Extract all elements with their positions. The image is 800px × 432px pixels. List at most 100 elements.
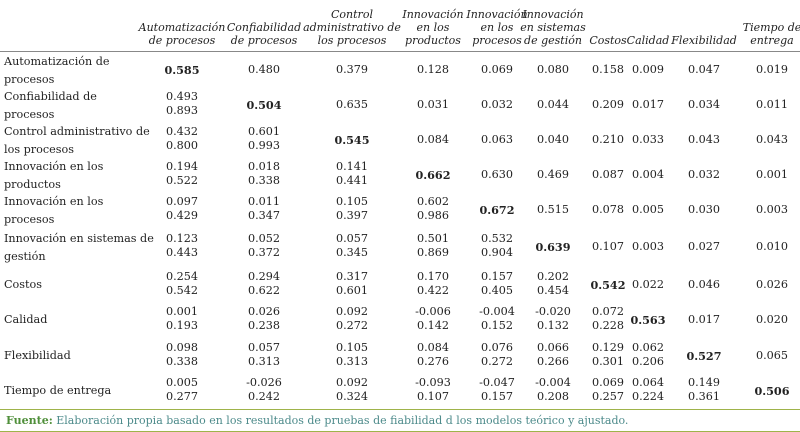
table-cell-value: 0.001: [755, 168, 789, 181]
table-cell-value-lower: 0.904: [480, 246, 514, 259]
table-cell-value-lower: 0.443: [165, 246, 199, 259]
table-cell-value: 0.044: [536, 98, 570, 111]
table-cell-value-lower: 0.429: [165, 209, 199, 222]
table-cell-value-lower: 0.800: [165, 139, 199, 152]
table-cell-value-lower: 0.986: [416, 209, 450, 222]
table-cell-value: 0.004: [631, 168, 665, 181]
table-cell-value: 0.080: [536, 63, 570, 76]
table-cell-value: 0.469: [536, 168, 570, 181]
row-label: Confiabilidad de procesos: [4, 90, 97, 121]
table-cell-value-lower: 0.347: [247, 209, 281, 222]
table-cell-value: 0.033: [631, 133, 665, 146]
table-cell-value: 0.128: [416, 63, 450, 76]
table-cell-value: 0.087: [591, 168, 625, 181]
column-header: Flexibilidad: [671, 34, 737, 47]
table-cell-value: 0.294: [247, 270, 281, 283]
table-cell-value: 0.020: [755, 313, 789, 326]
table-cell-value: 0.480: [247, 63, 281, 76]
table-cell-value-lower: 0.152: [480, 319, 514, 332]
table-cell-value-lower: 0.993: [247, 139, 281, 152]
table-cell-value: 0.069: [480, 63, 514, 76]
table-cell-value: 0.630: [480, 168, 514, 181]
source-label: Fuente:: [6, 414, 53, 427]
table-cell-value: 0.047: [687, 63, 721, 76]
table-cell-value: 0.043: [687, 133, 721, 146]
table-cell-value: 0.046: [687, 278, 721, 291]
table-cell-value: 0.506: [754, 384, 790, 398]
table-cell-value: 0.010: [755, 240, 789, 253]
table-cell-value-lower: 0.422: [416, 284, 450, 297]
column-header: Control administrativo de los procesos: [303, 8, 401, 47]
table-cell-value: 0.515: [536, 203, 570, 216]
table-cell-value-lower: 0.132: [536, 319, 570, 332]
table-cell-value-lower: 0.454: [536, 284, 570, 297]
row-label: Innovación en los procesos: [4, 195, 104, 226]
table-cell-value-lower: 0.142: [416, 319, 450, 332]
table-cell-value: 0.092: [335, 376, 369, 389]
column-header: Innovación en sistemas de gestión: [520, 8, 586, 47]
table-cell-value: 0.018: [247, 160, 281, 173]
table-cell-value: 0.194: [165, 160, 199, 173]
table-cell-value: -0.047: [479, 376, 515, 389]
table-cell-value: -0.006: [415, 305, 451, 318]
table-cell-value-lower: 0.206: [631, 355, 665, 368]
table-cell-value: 0.493: [165, 90, 199, 103]
table-cell-value: -0.026: [246, 376, 282, 389]
table-cell-value: 0.141: [335, 160, 369, 173]
table-cell-value-lower: 0.301: [591, 355, 625, 368]
table-cell-value: 0.017: [631, 98, 665, 111]
table-cell-value: -0.093: [415, 376, 451, 389]
fiabilidad-table: Automatización de procesos Confiabilidad …: [0, 8, 800, 403]
table-cell-value: 0.026: [247, 305, 281, 318]
table-cell-value: 0.662: [415, 168, 451, 182]
table-cell-value: 0.003: [755, 203, 789, 216]
table-cell-value-lower: 0.238: [247, 319, 281, 332]
table-cell-value: 0.602: [416, 195, 450, 208]
table-cell-value-lower: 0.272: [335, 319, 369, 332]
table-cell-value: 0.011: [755, 98, 789, 111]
table-cell-value: 0.635: [335, 98, 369, 111]
table-cell-value-lower: 0.622: [247, 284, 281, 297]
table-cell-value: 0.084: [416, 341, 450, 354]
table-cell-value: 0.043: [755, 133, 789, 146]
table-cell-value: -0.004: [479, 305, 515, 318]
row-label: Automatización de procesos: [4, 55, 110, 86]
table-cell-value-lower: 0.372: [247, 246, 281, 259]
table-cell-value: 0.032: [687, 168, 721, 181]
table-cell-value: 0.672: [479, 203, 515, 217]
table-cell-value-lower: 0.157: [480, 390, 514, 403]
column-header: Automatización de procesos: [138, 21, 226, 47]
table-cell-value: 0.202: [536, 270, 570, 283]
table-cell-value: 0.432: [165, 125, 199, 138]
column-header: Innovación en los productos: [402, 8, 464, 47]
table-cell-value: 0.078: [591, 203, 625, 216]
row-label: Costos: [4, 278, 43, 291]
row-label: Innovación en sistemas de gestión: [4, 232, 154, 263]
table-cell-value-lower: 0.601: [335, 284, 369, 297]
table-cell-value-lower: 0.277: [165, 390, 199, 403]
table-cell-value-lower: 0.313: [247, 355, 281, 368]
table-cell-value: 0.501: [416, 232, 450, 245]
table-cell-value: 0.009: [631, 63, 665, 76]
table-cell-value-lower: 0.405: [480, 284, 514, 297]
table-cell-value: 0.005: [165, 376, 199, 389]
table-cell-value: 0.527: [686, 349, 722, 363]
table-cell-value: 0.065: [755, 349, 789, 362]
table-cell-value: 0.031: [416, 98, 450, 111]
table-cell-value-lower: 0.338: [247, 174, 281, 187]
table-cell-value-lower: 0.324: [335, 390, 369, 403]
table-cell-value: 0.027: [687, 240, 721, 253]
table-cell-value: 0.209: [591, 98, 625, 111]
column-header: Confiabilidad de procesos: [226, 21, 302, 47]
table-cell-value-lower: 0.242: [247, 390, 281, 403]
table-cell-value: 0.317: [335, 270, 369, 283]
table-cell-value: 0.504: [246, 98, 282, 112]
table-cell-value: 0.030: [687, 203, 721, 216]
table-cell-value: 0.057: [247, 341, 281, 354]
table-cell-value: 0.254: [165, 270, 199, 283]
table-cell-value-lower: 0.193: [165, 319, 199, 332]
table-source-note: Fuente: Elaboración propia basado en los…: [0, 409, 800, 432]
row-label: Tiempo de entrega: [4, 384, 112, 397]
table-cell-value: -0.004: [535, 376, 571, 389]
table-cell-value: 0.003: [631, 240, 665, 253]
